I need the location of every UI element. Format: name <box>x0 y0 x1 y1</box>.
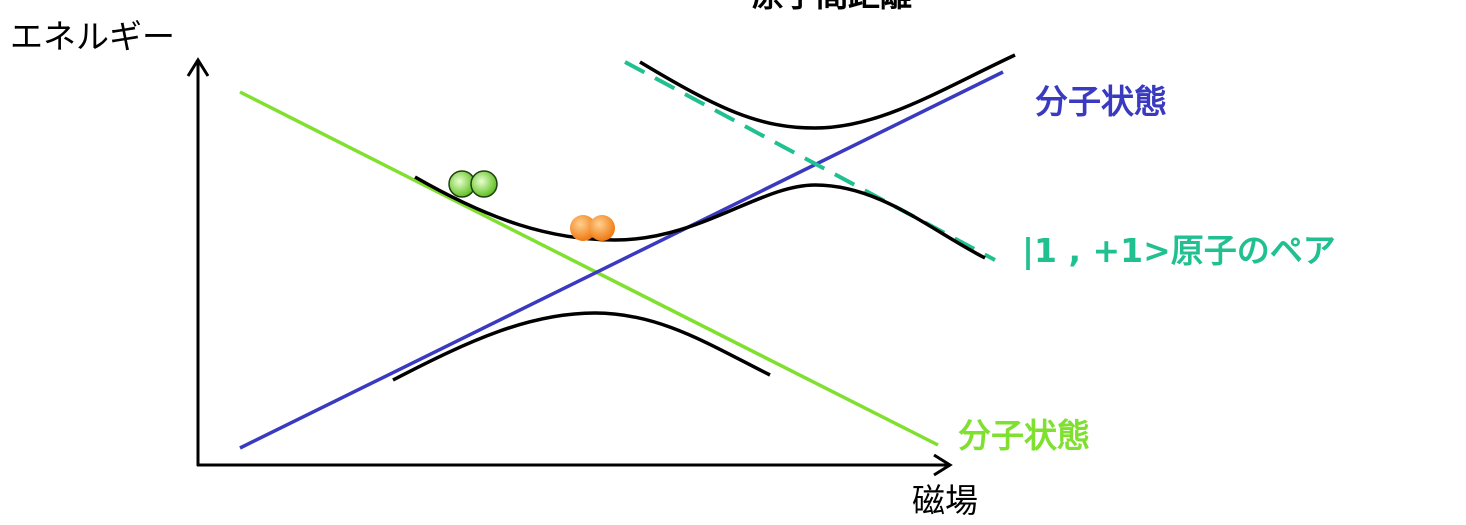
molecular-label-green: 分子状態 <box>958 416 1090 455</box>
lower-curve <box>392 311 771 382</box>
atom-pair-label: |1 , +1>原子のペア <box>1022 231 1336 270</box>
molecular-line-green <box>239 90 939 447</box>
title: 原子間距離 <box>752 0 912 14</box>
axes <box>186 57 953 477</box>
x-axis-label: 磁場 <box>912 481 978 520</box>
atom-pair-icon <box>448 170 498 198</box>
energy-curves <box>392 53 1016 382</box>
molecule-icon <box>570 215 615 241</box>
molecular-label-blue: 分子状態 <box>1035 82 1167 121</box>
molecular-line-blue <box>239 70 1004 450</box>
upper-curve <box>639 53 1016 130</box>
middle-curve <box>414 175 986 260</box>
y-axis-label: エネルギー <box>10 17 175 56</box>
